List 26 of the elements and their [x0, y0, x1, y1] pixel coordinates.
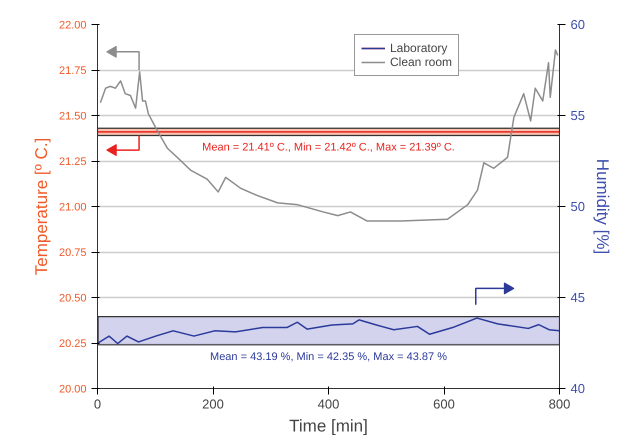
legend-label: Laboratory	[390, 41, 448, 55]
annotation: Mean = 21.41º C., Min = 21.42º C., Max = 21.39º C.	[202, 142, 455, 154]
x-tick-label: 0	[94, 396, 102, 412]
y-tick-label: 21.75	[58, 65, 87, 77]
y2-tick-label: 45	[570, 290, 585, 305]
y-tick-label: 22.00	[58, 20, 87, 32]
x-tick-label: 200	[202, 396, 224, 412]
y-tick-label: 21.50	[58, 110, 87, 122]
y2-axis-title: Humidity [%]	[592, 158, 612, 254]
y-tick-label: 20.75	[58, 247, 87, 259]
x-tick-label: 400	[318, 396, 340, 412]
y2-tick-label: 55	[570, 108, 585, 123]
y-tick-label: 21.00	[58, 202, 87, 214]
y-axis-title: Temperature [º C.]	[32, 138, 51, 276]
x-tick-label: 800	[548, 396, 570, 412]
y-tick-label: 21.25	[58, 156, 87, 168]
annotation: Mean = 43.19 %, Min = 42.35 %, Max = 43.87 %	[210, 350, 448, 363]
y-tick-label: 20.00	[58, 384, 87, 396]
x-tick-label: 600	[433, 396, 455, 412]
y2-tick-label: 40	[570, 381, 585, 396]
x-axis-title: Time [min]	[289, 416, 368, 436]
legend-label: Clean room	[390, 55, 452, 69]
y2-tick-label: 60	[570, 17, 585, 32]
y-tick-label: 20.25	[58, 338, 87, 350]
y-tick-label: 20.50	[58, 292, 87, 304]
y2-tick-label: 50	[570, 199, 585, 214]
